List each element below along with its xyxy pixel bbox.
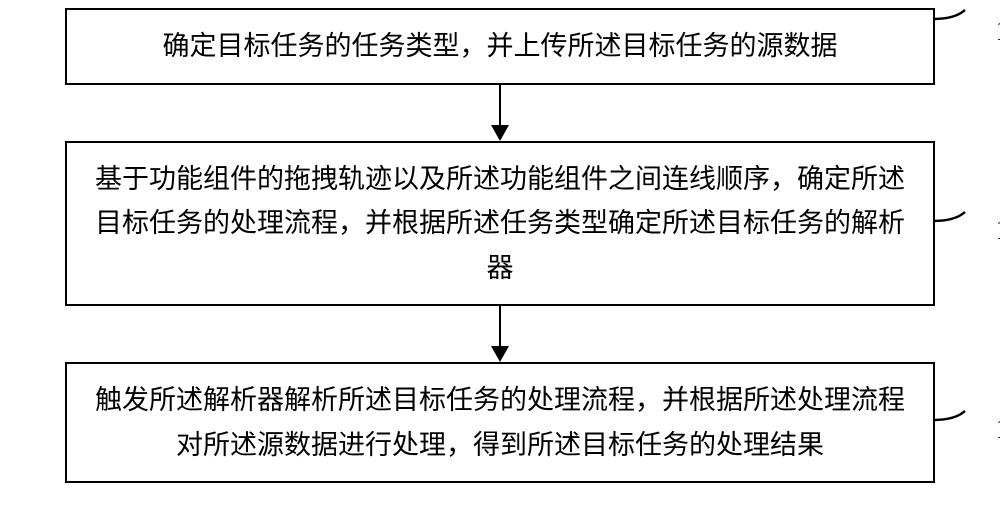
step-text-1: 确定目标任务的任务类型，并上传所述目标任务的源数据 — [163, 31, 838, 61]
arrow-2 — [491, 306, 509, 362]
connector-3 — [933, 404, 993, 446]
step-label-2: 102 — [996, 207, 1000, 255]
step-text-3: 触发所述解析器解析所述目标任务的处理流程，并根据所述处理流程对所述源数据进行处理… — [95, 385, 905, 460]
connector-2 — [933, 205, 993, 247]
step-box-1: 确定目标任务的任务类型，并上传所述目标任务的源数据 101 — [65, 8, 935, 85]
step-label-1: 101 — [996, 8, 1000, 56]
flowchart-container: 确定目标任务的任务类型，并上传所述目标任务的源数据 101 基于功能组件的拖拽轨… — [0, 0, 1000, 483]
step-text-2: 基于功能组件的拖拽轨迹以及所述功能组件之间连线顺序，确定所述目标任务的处理流程，… — [95, 164, 905, 283]
step-box-3: 触发所述解析器解析所述目标任务的处理流程，并根据所述处理流程对所述源数据进行处理… — [65, 362, 935, 483]
connector-1 — [933, 3, 993, 45]
step-label-3: 103 — [996, 406, 1000, 454]
arrow-1 — [491, 85, 509, 141]
step-box-2: 基于功能组件的拖拽轨迹以及所述功能组件之间连线顺序，确定所述目标任务的处理流程，… — [65, 141, 935, 307]
